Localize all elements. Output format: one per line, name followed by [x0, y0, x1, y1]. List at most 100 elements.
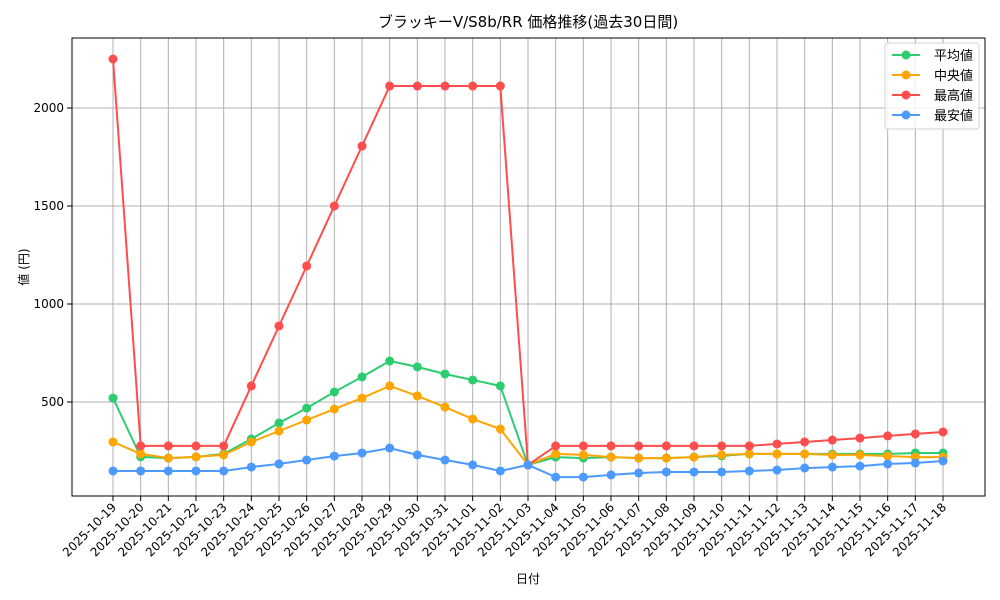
legend-label: 最安値 [934, 108, 973, 124]
data-point [578, 450, 588, 460]
y-axis-label: 値 (円) [16, 248, 31, 285]
data-point [412, 391, 422, 401]
data-point [191, 452, 201, 462]
data-point [717, 467, 727, 477]
data-point [302, 455, 312, 465]
data-point [108, 393, 118, 403]
data-point [136, 466, 146, 476]
data-point [551, 449, 561, 459]
data-point [246, 437, 256, 447]
legend-label: 中央値 [934, 68, 973, 84]
series-layer [108, 54, 948, 482]
data-point [219, 466, 229, 476]
y-tick-label: 1000 [33, 297, 64, 311]
data-point [357, 372, 367, 382]
data-point [910, 458, 920, 468]
y-tick-label: 2000 [33, 101, 64, 115]
data-point [827, 462, 837, 472]
data-point [606, 441, 616, 451]
data-point [329, 201, 339, 211]
data-point [412, 81, 422, 91]
x-axis-ticks: 2025-10-192025-10-202025-10-212025-10-22… [60, 496, 949, 559]
data-point [136, 441, 146, 451]
data-point [219, 441, 229, 451]
data-point [440, 455, 450, 465]
chart-title: ブラッキーV/S8b/RR 価格推移(過去30日間) [378, 13, 678, 31]
data-point [412, 362, 422, 372]
data-point [385, 381, 395, 391]
data-point [744, 449, 754, 459]
data-point [717, 450, 727, 460]
data-point [606, 470, 616, 480]
data-point [274, 321, 284, 331]
data-point [163, 466, 173, 476]
data-point [772, 439, 782, 449]
data-point [772, 449, 782, 459]
data-point [468, 414, 478, 424]
legend-item: 平均値 [892, 48, 973, 64]
data-point [551, 472, 561, 482]
data-point [883, 451, 893, 461]
legend-marker-icon [901, 70, 911, 80]
grid-lines [72, 38, 985, 496]
data-point [855, 433, 865, 443]
legend-marker-icon [901, 50, 911, 60]
data-point [744, 466, 754, 476]
data-point [357, 141, 367, 151]
data-point [855, 450, 865, 460]
data-point [717, 441, 727, 451]
legend-item: 中央値 [892, 68, 973, 84]
legend-box [884, 42, 980, 130]
legend-marker-icon [901, 110, 911, 120]
data-point [357, 393, 367, 403]
legend-label: 平均値 [934, 48, 973, 64]
data-point [689, 441, 699, 451]
data-point [191, 441, 201, 451]
data-point [163, 453, 173, 463]
data-point [108, 437, 118, 447]
data-point [689, 467, 699, 477]
data-point [385, 81, 395, 91]
data-point [440, 369, 450, 379]
y-tick-label: 500 [41, 395, 64, 409]
data-point [495, 466, 505, 476]
data-point [495, 424, 505, 434]
data-point [772, 465, 782, 475]
data-point [329, 387, 339, 397]
data-point [661, 441, 671, 451]
data-point [827, 435, 837, 445]
data-point [302, 261, 312, 271]
data-point [385, 443, 395, 453]
data-point [108, 466, 118, 476]
data-point [191, 466, 201, 476]
data-point [302, 415, 312, 425]
data-point [744, 441, 754, 451]
series-3 [108, 443, 948, 482]
data-point [800, 449, 810, 459]
data-point [440, 81, 450, 91]
data-point [551, 441, 561, 451]
data-point [689, 452, 699, 462]
legend-label: 最高値 [934, 88, 973, 104]
data-point [634, 441, 644, 451]
legend-item: 最高値 [892, 88, 973, 104]
data-point [800, 437, 810, 447]
data-point [246, 462, 256, 472]
legend-marker-icon [901, 90, 911, 100]
data-point [274, 418, 284, 428]
data-point [578, 472, 588, 482]
data-point [440, 402, 450, 412]
legend-item: 最安値 [892, 108, 973, 124]
data-point [800, 463, 810, 473]
data-point [329, 451, 339, 461]
data-point [606, 452, 616, 462]
data-point [938, 427, 948, 437]
data-point [468, 460, 478, 470]
data-point [163, 441, 173, 451]
data-point [661, 467, 671, 477]
data-point [468, 375, 478, 385]
data-point [495, 381, 505, 391]
data-point [274, 459, 284, 469]
